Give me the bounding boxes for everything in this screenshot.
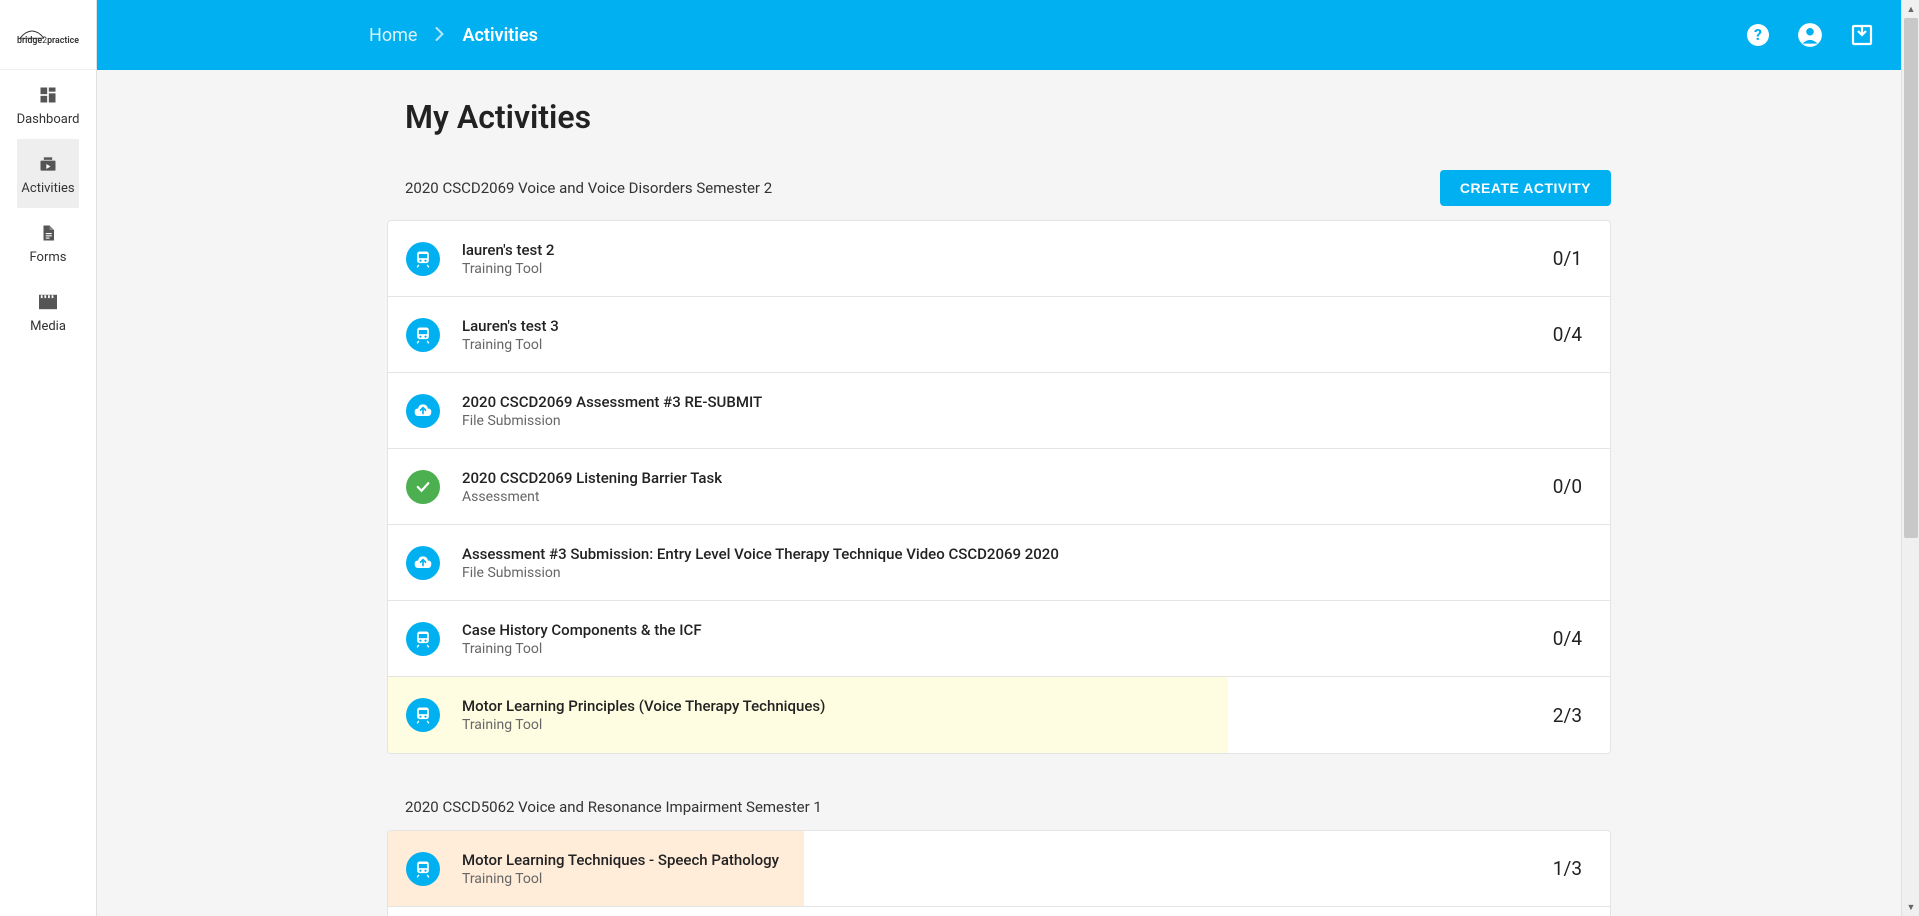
activity-texts: 2020 CSCD2069 Assessment #3 RE-SUBMIT Fil… xyxy=(462,393,1522,429)
logo: bridge2practice xyxy=(0,0,97,70)
forms-icon xyxy=(37,222,59,244)
create-activity-button[interactable]: CREATE ACTIVITY xyxy=(1440,170,1611,206)
train-icon xyxy=(406,852,440,886)
activity-count: 0/4 xyxy=(1522,627,1582,650)
activity-count: 0/1 xyxy=(1522,247,1582,270)
activity-count: 1/3 xyxy=(1522,857,1582,880)
activity-row[interactable]: Motor Learning Principles (Voice Therapy… xyxy=(388,677,1610,753)
activity-title: Lauren's test 3 xyxy=(462,317,1522,335)
activity-title: Assessment #3 Submission: Entry Level Vo… xyxy=(462,545,1522,563)
topbar: Home Activities ? xyxy=(97,0,1919,70)
upload-icon xyxy=(406,546,440,580)
activity-texts: Lauren's test 3 Training Tool xyxy=(462,317,1522,353)
sidebar-item-label: Forms xyxy=(30,250,67,265)
logout-icon[interactable] xyxy=(1849,22,1875,48)
activity-subtitle: File Submission xyxy=(462,565,1522,581)
section-header: 2020 CSCD2069 Voice and Voice Disorders … xyxy=(387,170,1611,220)
logo-svg: bridge2practice xyxy=(8,19,88,51)
activity-title: Motor Learning Principles (Voice Therapy… xyxy=(462,697,1522,715)
scroll-up-icon[interactable]: ▲ xyxy=(1902,0,1919,18)
train-icon xyxy=(406,242,440,276)
activity-title: 2020 CSCD2069 Listening Barrier Task xyxy=(462,469,1522,487)
activity-title: lauren's test 2 xyxy=(462,241,1522,259)
page-title: My Activities xyxy=(387,98,1611,136)
section-title: 2020 CSCD2069 Voice and Voice Disorders … xyxy=(405,179,772,197)
activity-subtitle: Training Tool xyxy=(462,261,1522,277)
section-header: 2020 CSCD5062 Voice and Resonance Impair… xyxy=(387,798,1611,830)
topbar-actions: ? xyxy=(1745,22,1875,48)
section-title: 2020 CSCD5062 Voice and Resonance Impair… xyxy=(405,798,822,816)
activity-row[interactable]: Lauren's test 3 Training Tool0/4 xyxy=(388,297,1610,373)
activity-row[interactable]: Motor Learning Techniques - Speech Patho… xyxy=(388,831,1610,907)
check-icon xyxy=(406,470,440,504)
breadcrumb: Home Activities xyxy=(369,25,538,46)
activity-subtitle: Training Tool xyxy=(462,871,1522,887)
scrollbar[interactable]: ▲ ▼ xyxy=(1901,0,1919,916)
svg-text:?: ? xyxy=(1754,25,1762,44)
scroll-thumb[interactable] xyxy=(1904,18,1918,538)
activity-row[interactable]: CAPE-V: Karen & LukeTraining Tool0/9 xyxy=(388,907,1610,916)
svg-text:bridge2practice: bridge2practice xyxy=(17,36,79,46)
sidebar-item-label: Dashboard xyxy=(17,112,80,127)
activity-count: 0/0 xyxy=(1522,475,1582,498)
train-icon xyxy=(406,622,440,656)
sidebar-item-forms[interactable]: Forms xyxy=(17,208,80,277)
dashboard-icon xyxy=(37,84,59,106)
activity-texts: Motor Learning Techniques - Speech Patho… xyxy=(462,851,1522,887)
sidebar-item-label: Media xyxy=(30,319,66,334)
activity-title: Motor Learning Techniques - Speech Patho… xyxy=(462,851,1522,869)
sidebar-item-activities[interactable]: Activities xyxy=(17,139,80,208)
activity-title: 2020 CSCD2069 Assessment #3 RE-SUBMIT xyxy=(462,393,1522,411)
breadcrumb-current: Activities xyxy=(462,25,537,46)
activity-texts: lauren's test 2 Training Tool xyxy=(462,241,1522,277)
activity-title: Case History Components & the ICF xyxy=(462,621,1522,639)
media-icon xyxy=(37,291,59,313)
scroll-down-icon[interactable]: ▼ xyxy=(1902,898,1919,916)
activity-subtitle: Assessment xyxy=(462,489,1522,505)
activity-texts: 2020 CSCD2069 Listening Barrier Task Asse… xyxy=(462,469,1522,505)
activity-subtitle: Training Tool xyxy=(462,641,1522,657)
main-content: My Activities 2020 CSCD2069 Voice and Vo… xyxy=(97,70,1901,916)
activity-subtitle: Training Tool xyxy=(462,717,1522,733)
activity-count: 0/4 xyxy=(1522,323,1582,346)
activity-row[interactable]: 2020 CSCD2069 Listening Barrier Task Asse… xyxy=(388,449,1610,525)
help-icon[interactable]: ? xyxy=(1745,22,1771,48)
activity-row[interactable]: Case History Components & the ICF Trainin… xyxy=(388,601,1610,677)
train-icon xyxy=(406,698,440,732)
train-icon xyxy=(406,318,440,352)
activity-row[interactable]: 2020 CSCD2069 Assessment #3 RE-SUBMIT Fil… xyxy=(388,373,1610,449)
activity-list: Motor Learning Techniques - Speech Patho… xyxy=(387,830,1611,916)
sidebar-item-media[interactable]: Media xyxy=(17,277,80,346)
activity-row[interactable]: lauren's test 2 Training Tool0/1 xyxy=(388,221,1610,297)
sidebar-item-dashboard[interactable]: Dashboard xyxy=(17,70,80,139)
upload-icon xyxy=(406,394,440,428)
sidebar-item-label: Activities xyxy=(21,181,74,196)
activity-count: 2/3 xyxy=(1522,704,1582,727)
sidebar: bridge2practice Dashboard Activities Forms… xyxy=(0,0,97,916)
activity-subtitle: File Submission xyxy=(462,413,1522,429)
activity-texts: Case History Components & the ICF Trainin… xyxy=(462,621,1522,657)
activity-row[interactable]: Assessment #3 Submission: Entry Level Vo… xyxy=(388,525,1610,601)
activities-icon xyxy=(37,153,59,175)
activity-texts: Motor Learning Principles (Voice Therapy… xyxy=(462,697,1522,733)
breadcrumb-home[interactable]: Home xyxy=(369,25,417,46)
activity-list: lauren's test 2Training Tool0/1Lauren's … xyxy=(387,220,1611,754)
account-icon[interactable] xyxy=(1797,22,1823,48)
activity-texts: Assessment #3 Submission: Entry Level Vo… xyxy=(462,545,1522,581)
chevron-right-icon xyxy=(435,25,444,46)
activity-subtitle: Training Tool xyxy=(462,337,1522,353)
